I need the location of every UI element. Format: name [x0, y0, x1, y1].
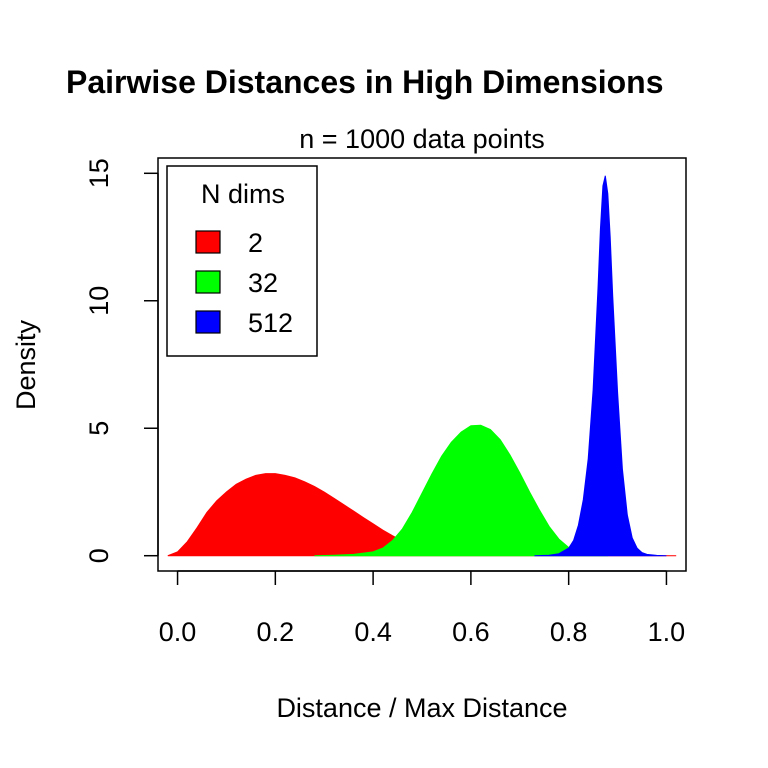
- legend-title: N dims: [201, 179, 285, 209]
- density-areas: [167, 175, 677, 557]
- x-tick-label: 0.6: [452, 617, 490, 647]
- x-axis: 0.0 0.2 0.4 0.6 0.8 1.0: [159, 570, 686, 647]
- y-tick-label: 10: [84, 286, 114, 316]
- chart-subtitle: n = 1000 data points: [299, 124, 544, 154]
- legend-label-2: 2: [248, 228, 263, 258]
- legend-box: [166, 165, 318, 357]
- y-axis: 0 5 10 15: [84, 158, 159, 563]
- y-tick-label: 5: [84, 421, 114, 436]
- legend-swatch-32: [195, 270, 221, 294]
- chart-title: Pairwise Distances in High Dimensions: [66, 64, 664, 100]
- legend-label-512: 512: [248, 308, 293, 338]
- x-axis-label: Distance / Max Distance: [276, 693, 567, 723]
- y-axis-label: Density: [11, 319, 41, 410]
- y-tick-label: 0: [84, 548, 114, 563]
- x-tick-label: 1.0: [648, 617, 686, 647]
- legend-label-32: 32: [248, 268, 278, 298]
- y-tick-label: 15: [84, 158, 114, 188]
- x-tick-label: 0.8: [550, 617, 588, 647]
- legend-swatch-2: [195, 230, 221, 254]
- x-tick-label: 0.0: [159, 617, 197, 647]
- x-tick-label: 0.4: [354, 617, 392, 647]
- legend-swatch-512: [195, 310, 221, 334]
- legend: N dims 2 32 512: [166, 165, 318, 357]
- density-area-512: [534, 175, 667, 557]
- x-tick-label: 0.2: [257, 617, 295, 647]
